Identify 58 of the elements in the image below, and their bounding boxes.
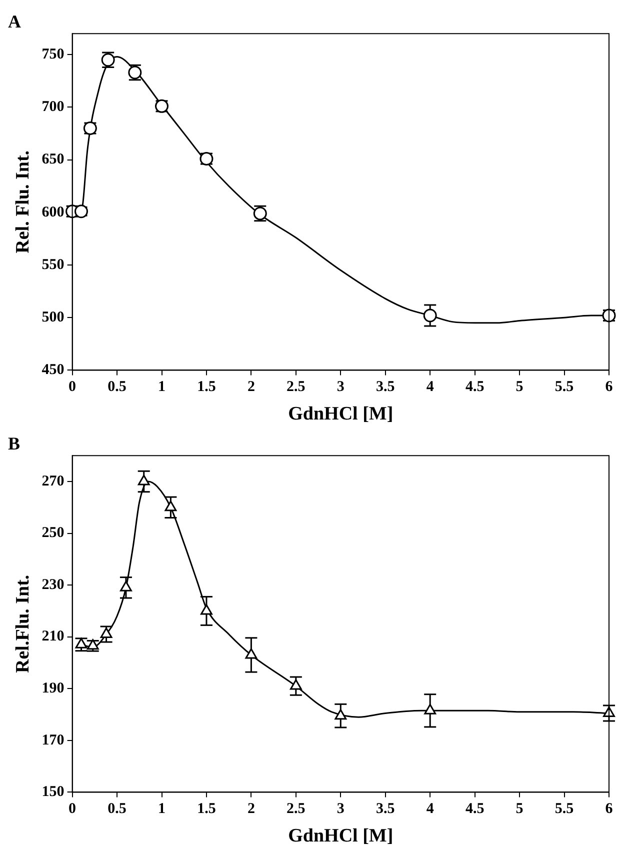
x-tick-label: 0.5: [108, 379, 126, 396]
x-tick-label: 6: [605, 801, 614, 818]
y-tick-label: 700: [42, 99, 64, 116]
x-tick-label: 1.5: [197, 379, 216, 396]
x-tick-label: 4: [426, 379, 434, 396]
x-tick-label: 0: [68, 801, 76, 818]
x-tick-label: 0.5: [108, 801, 126, 818]
x-tick-label: 2: [247, 379, 255, 396]
x-tick-label: 3: [336, 801, 344, 818]
x-tick-label: 3: [336, 379, 344, 396]
point: [200, 604, 212, 615]
x-tick-label: 3.5: [376, 801, 395, 818]
x-axis-title: GdnHCl [M]: [288, 826, 394, 847]
point: [424, 704, 436, 714]
x-tick-label: 3.5: [376, 379, 395, 396]
y-tick-label: 450: [42, 362, 64, 378]
x-tick-label: 5: [516, 379, 524, 396]
point: [75, 638, 88, 648]
point: [423, 308, 437, 322]
x-tick-label: 1: [158, 379, 166, 396]
y-tick-label: 550: [42, 256, 64, 273]
x-tick-label: 6: [605, 379, 614, 396]
x-tick-label: 2: [247, 801, 255, 818]
point: [100, 628, 112, 638]
y-tick-label: 250: [42, 525, 64, 542]
x-tick-label: 4.5: [465, 801, 484, 818]
y-tick-label: 190: [42, 680, 64, 697]
point: [290, 679, 302, 690]
y-tick-label: 500: [42, 309, 64, 326]
chart-title: B: [8, 433, 20, 454]
y-tick-label: 750: [42, 46, 64, 63]
x-tick-label: 1: [158, 801, 166, 818]
chart-title: A: [8, 11, 21, 32]
x-tick-label: 5.5: [554, 801, 574, 818]
x-tick-label: 2.5: [286, 379, 306, 396]
x-tick-label: 5.5: [554, 379, 574, 396]
y-tick-label: 650: [42, 152, 64, 168]
x-tick-label: 2.5: [286, 801, 306, 818]
y-axis-title: Rel. Flu. Int.: [12, 150, 34, 254]
x-tick-label: 5: [516, 801, 524, 818]
x-tick-label: 0: [68, 379, 76, 396]
y-tick-label: 270: [42, 473, 64, 490]
point: [120, 580, 132, 592]
y-tick-label: 210: [42, 628, 64, 645]
x-tick-label: 4: [426, 801, 434, 818]
y-tick-label: 600: [42, 204, 64, 220]
point: [334, 709, 347, 720]
point: [74, 204, 88, 218]
point: [164, 500, 177, 512]
x-tick-label: 1.5: [197, 801, 216, 818]
x-tick-label: 4.5: [465, 379, 484, 396]
y-axis-title: Rel.Flu. Int.: [12, 574, 34, 673]
point: [138, 474, 150, 486]
y-tick-label: 150: [42, 784, 64, 800]
point: [245, 648, 258, 659]
y-tick-label: 230: [42, 576, 64, 593]
x-axis-title: GdnHCl [M]: [288, 404, 394, 425]
y-tick-label: 170: [42, 732, 64, 748]
